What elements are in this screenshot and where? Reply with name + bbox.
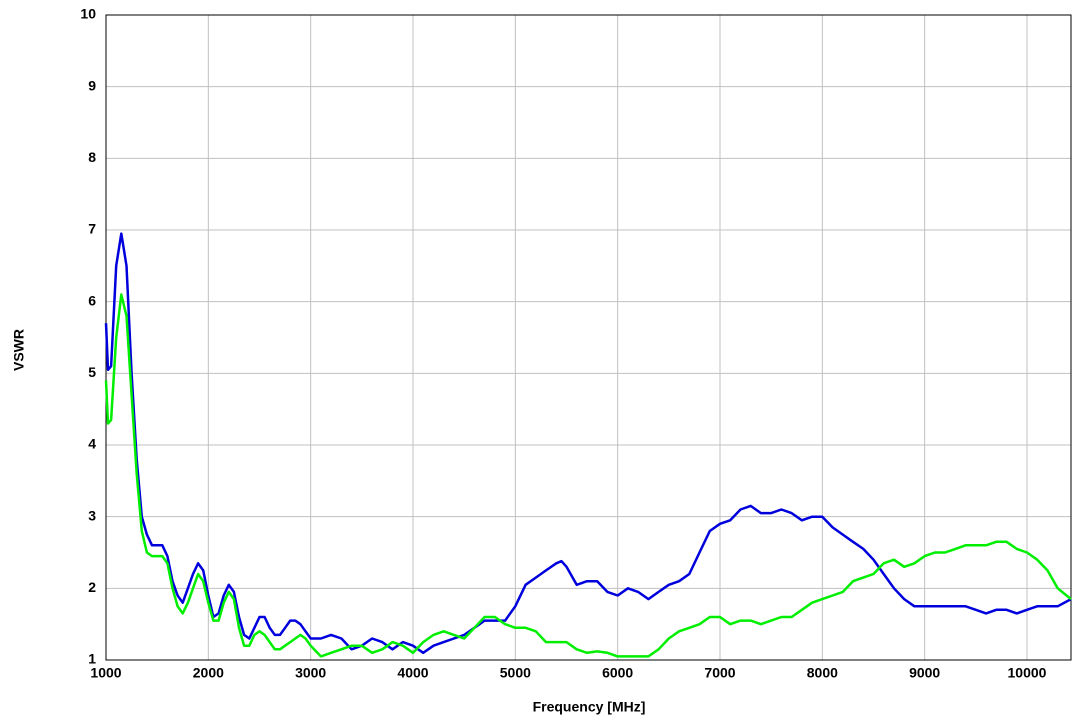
x-tick-label: 2000 — [193, 665, 224, 681]
x-tick-label: 6000 — [602, 665, 633, 681]
y-tick-label: 5 — [88, 364, 96, 380]
y-tick-label: 2 — [88, 579, 96, 595]
y-tick-label: 8 — [88, 149, 96, 165]
x-tick-label: 5000 — [500, 665, 531, 681]
y-tick-label: 1 — [88, 651, 96, 667]
x-axis-label: Frequency [MHz] — [533, 699, 646, 715]
series-line — [104, 293, 1072, 658]
y-tick-label: 7 — [88, 221, 96, 237]
y-tick-label: 3 — [88, 507, 96, 523]
y-tick-label: 9 — [88, 77, 96, 93]
x-tick-label: 10000 — [1008, 665, 1047, 681]
y-tick-label: 4 — [88, 436, 96, 452]
x-tick-label: 4000 — [397, 665, 428, 681]
x-tick-label: 8000 — [807, 665, 838, 681]
y-tick-label: 6 — [88, 292, 96, 308]
y-axis-label: VSWR — [11, 329, 27, 371]
x-tick-label: 9000 — [909, 665, 940, 681]
plot-frame — [105, 14, 1072, 661]
x-tick-label: 1000 — [90, 665, 121, 681]
series-line — [104, 232, 1072, 655]
y-tick-label: 10 — [80, 6, 96, 22]
x-tick-label: 7000 — [704, 665, 735, 681]
x-tick-label: 3000 — [295, 665, 326, 681]
